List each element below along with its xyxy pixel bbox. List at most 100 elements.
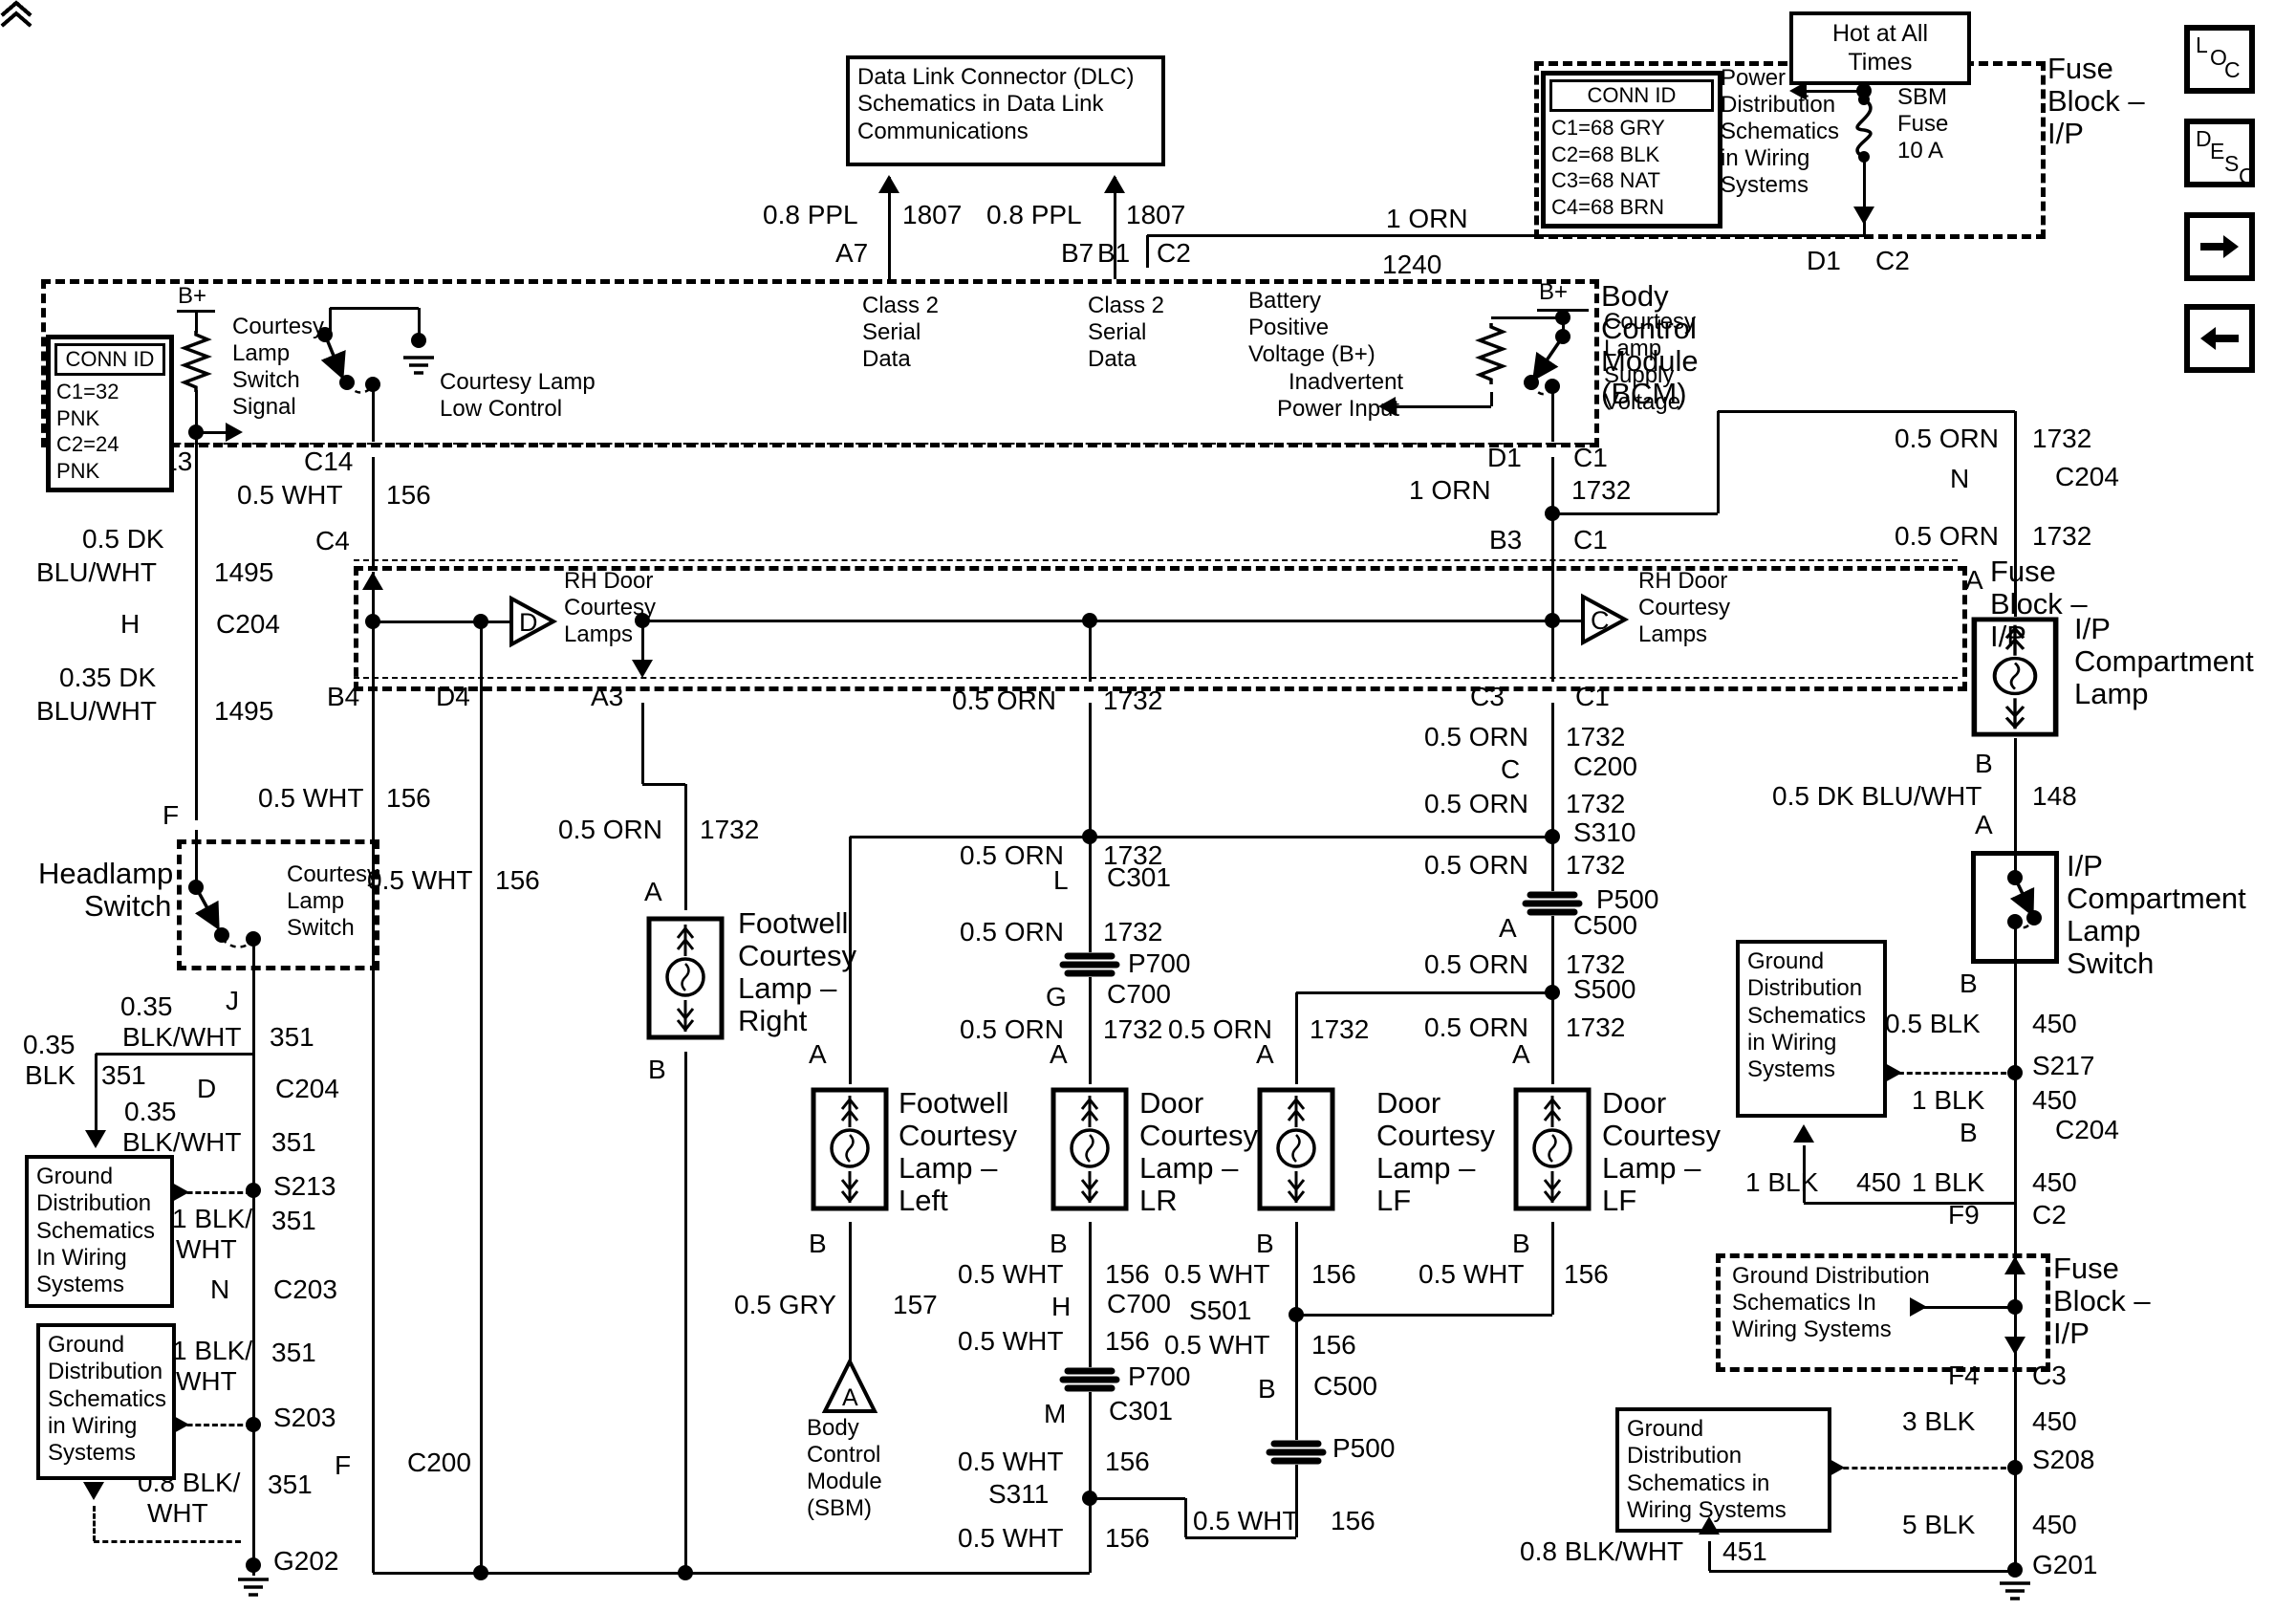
wire-segment [372, 386, 375, 442]
diagram-label: 351 [268, 1469, 313, 1499]
diagram-label: 156 [1105, 1523, 1150, 1553]
diagram-label: Compartment [2074, 644, 2254, 678]
diagram-label: F9 [1948, 1200, 1980, 1230]
note-box-line: Schematics [36, 1217, 156, 1244]
diagram-label: 1732 [1310, 1014, 1370, 1044]
diagram-label: Lamp [2074, 677, 2149, 710]
diagram-label: 0.5 ORN [1424, 789, 1528, 818]
diagram-label: Lamp – [738, 971, 837, 1005]
wire-segment [170, 1191, 251, 1194]
wire-segment [2014, 924, 2017, 964]
reference-arrow-icon [85, 1130, 106, 1148]
note-box-line: Ground [1747, 948, 1825, 974]
wire-segment [373, 1572, 1090, 1575]
diagram-label: A [644, 877, 662, 906]
diagram-label: 0.5 WHT [1419, 1259, 1525, 1289]
diagram-label: Power [1721, 65, 1787, 91]
diagram-label: Schematics [1721, 119, 1840, 144]
diagram-label: Serial [862, 319, 921, 345]
diagram-label: C204 [2055, 1115, 2119, 1144]
diagram-label: Courtesy [1638, 595, 1731, 620]
note-box-line: In Wiring [36, 1244, 127, 1271]
diagram-label: Door [1602, 1086, 1667, 1120]
diagram-label: 1807 [1126, 200, 1186, 229]
wire-segment [1863, 218, 1866, 235]
diagram-label: Courtesy Lamp [440, 369, 596, 395]
reference-arrow-icon [1789, 81, 1807, 100]
reference-arrow-icon [362, 572, 383, 590]
diagram-label: 0.5 ORN [960, 840, 1064, 870]
diagram-label: D4 [436, 682, 470, 711]
wire-segment [1826, 1467, 2015, 1469]
wire-segment [1881, 1072, 2015, 1075]
button-letter: D [2196, 126, 2212, 151]
conn-id-table: CONN ID C1=68 GRY C2=68 BLK C3=68 NAT C4=68 … [1541, 71, 1722, 229]
diagram-label: 0.5 ORN [1895, 521, 1999, 551]
wire-segment [1708, 1541, 1711, 1571]
conn-id-header: CONN ID [54, 343, 165, 376]
splice-dot-icon [1856, 83, 1872, 98]
note-box-line: Ground [48, 1332, 125, 1358]
note-box-line: Schematics [1747, 1002, 1867, 1029]
splice-dot-icon [246, 1417, 261, 1432]
diagram-label: 1 BLK/ [172, 1336, 253, 1365]
diagram-label: Lamp [2067, 914, 2141, 947]
wire-segment [329, 308, 332, 333]
splice-dot-icon [1289, 1307, 1304, 1322]
wire-segment [252, 943, 255, 1576]
wire-segment [1709, 1570, 2015, 1573]
diagram-label: A [1975, 810, 1993, 839]
diagram-label: 1732 [1103, 917, 1163, 947]
prev-page-button[interactable] [2184, 304, 2255, 373]
diagram-label: Footwell [738, 906, 849, 940]
diagram-label: Right [738, 1004, 808, 1037]
conn-id-row: C4=68 BRN [1551, 194, 1665, 219]
splice-dot-icon [1545, 985, 1560, 1000]
diagram-label: 1732 [2032, 521, 2092, 551]
diagram-label: Fuse [2047, 52, 2113, 85]
diagram-label: 0.5 WHT [367, 865, 473, 895]
diagram-label: 10 A [1897, 138, 1944, 163]
reference-arrow-icon [2004, 1256, 2025, 1274]
wire-segment [642, 783, 685, 786]
wire-segment [1089, 620, 1092, 682]
diagram-label: C2 [2032, 1200, 2067, 1230]
splice-dot-icon [1545, 829, 1560, 844]
diagram-label: 0.5 DK [82, 524, 164, 554]
diagram-label: 0.5 ORN [960, 917, 1064, 947]
wire-segment [2014, 738, 2017, 853]
diagram-label: Lamp [232, 340, 291, 366]
diagram-label: Courtesy [1602, 1119, 1722, 1152]
note-box-line: Communications [857, 118, 1029, 144]
diagram-label: S208 [2032, 1445, 2095, 1474]
note-box-line: Systems [36, 1272, 125, 1298]
diagram-label: Footwell [899, 1086, 1009, 1120]
diagram-label: 1240 [1382, 250, 1442, 279]
button-letter: C [2224, 57, 2241, 82]
diagram-label: 0.35 [124, 1097, 177, 1126]
diagram-label: 450 [2032, 1167, 2077, 1197]
diagram-label: Inadvertent [1289, 369, 1404, 395]
diagram-label: I/P [2047, 117, 2084, 150]
diagram-label: 0.8 BLK/WHT [1520, 1536, 1684, 1566]
diagram-label: 351 [270, 1022, 314, 1052]
wire-segment [96, 1053, 253, 1056]
diagram-label: 1732 [1103, 686, 1163, 715]
next-page-button[interactable] [2184, 212, 2255, 281]
wire-segment [1147, 234, 1864, 237]
diagram-label: B [1258, 1374, 1276, 1404]
diagram-label: Data [1088, 346, 1137, 372]
note-box-line: Schematics in Data Link [857, 91, 1104, 118]
splice-dot-icon [1545, 379, 1560, 394]
diagram-label: A7 [835, 238, 869, 268]
diagram-label: Low Control [440, 396, 563, 422]
splice-dot-icon [1545, 613, 1560, 628]
diagram-label: F [162, 800, 180, 830]
diagram-label: 0.5 ORN [1895, 424, 1999, 453]
splice-dot-icon [2007, 1562, 2023, 1578]
diagram-label: Voltage (B+) [1248, 341, 1375, 367]
svg-text:C: C [1591, 606, 1610, 635]
wire-segment [642, 620, 1552, 622]
